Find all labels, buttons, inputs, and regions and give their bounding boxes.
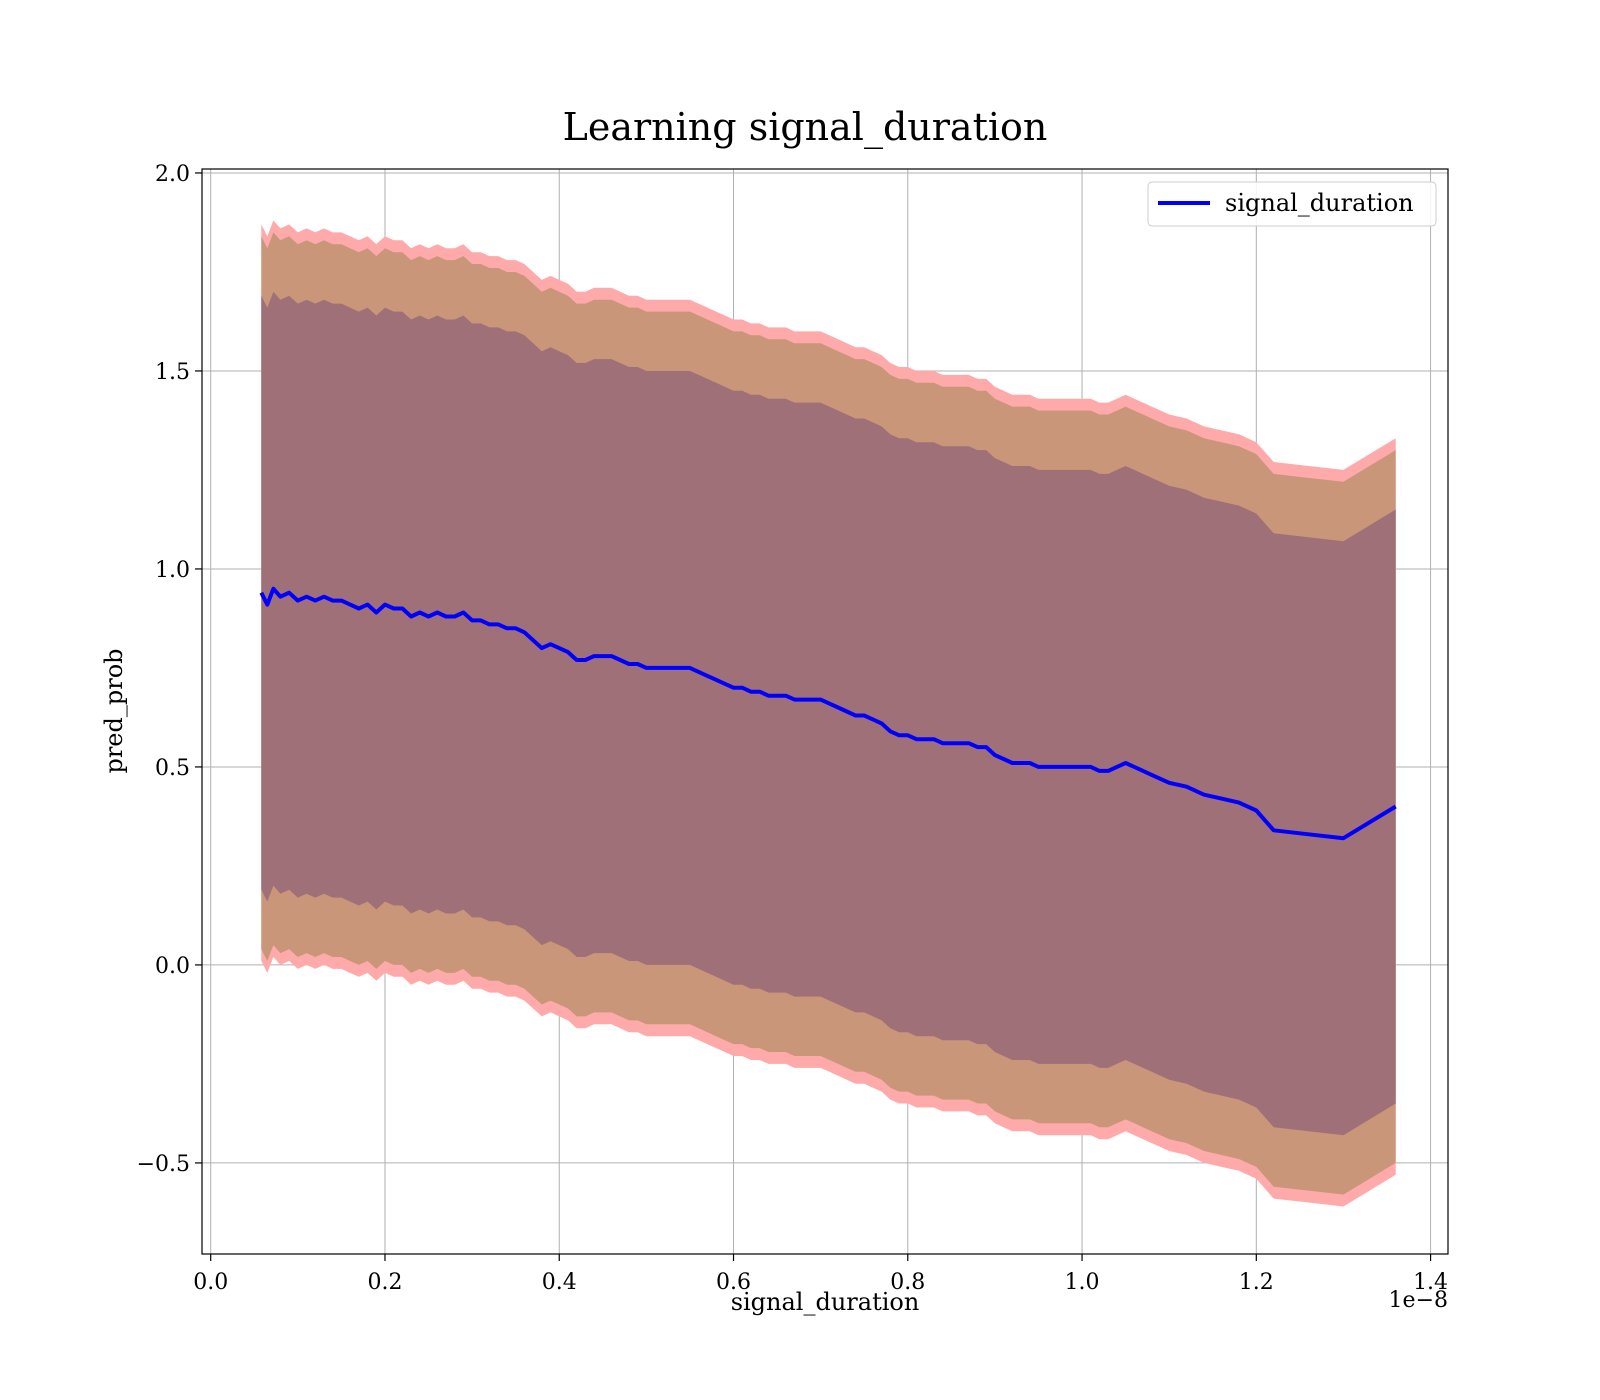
y-axis-label: pred_prob bbox=[100, 648, 128, 773]
y-tick-label-4: 1.5 bbox=[155, 360, 190, 385]
band-inner bbox=[261, 291, 1396, 1136]
x-tick-label-4: 0.8 bbox=[890, 1270, 925, 1295]
series-lines bbox=[259, 586, 1397, 841]
y-tick-label-0: −0.5 bbox=[137, 1152, 190, 1177]
x-tick-label-0: 0.0 bbox=[193, 1270, 228, 1295]
x-tick-label-5: 1.0 bbox=[1065, 1270, 1100, 1295]
uncertainty-bands bbox=[261, 220, 1396, 1207]
x-axis-offset-label: 1e−8 bbox=[1389, 1288, 1448, 1313]
chart-title: Learning signal_duration bbox=[563, 105, 1048, 150]
legend: signal_duration bbox=[1147, 181, 1437, 227]
y-tick-label-1: 0.0 bbox=[155, 954, 190, 979]
x-tick-label-1: 0.2 bbox=[367, 1270, 402, 1295]
x-axis-ticks: 0.0 0.2 0.4 0.6 0.8 1.0 1.2 1.4 bbox=[193, 1254, 1448, 1295]
x-axis-label: signal_duration bbox=[731, 1288, 920, 1316]
x-tick-label-2: 0.4 bbox=[542, 1270, 577, 1295]
x-tick-label-6: 1.2 bbox=[1239, 1270, 1274, 1295]
y-tick-label-2: 0.5 bbox=[155, 756, 190, 781]
y-tick-label-3: 1.0 bbox=[155, 558, 190, 583]
y-axis-ticks: −0.5 0.0 0.5 1.0 1.5 2.0 bbox=[137, 162, 202, 1177]
legend-box bbox=[1147, 181, 1437, 227]
series-line-signal-duration bbox=[259, 586, 1397, 841]
x-tick-label-7: 1.4 bbox=[1413, 1270, 1448, 1295]
y-tick-label-5: 2.0 bbox=[155, 162, 190, 187]
x-tick-label-3: 0.6 bbox=[716, 1270, 751, 1295]
plot-frame bbox=[201, 168, 1449, 1255]
legend-entry-label: signal_duration bbox=[1225, 189, 1414, 217]
